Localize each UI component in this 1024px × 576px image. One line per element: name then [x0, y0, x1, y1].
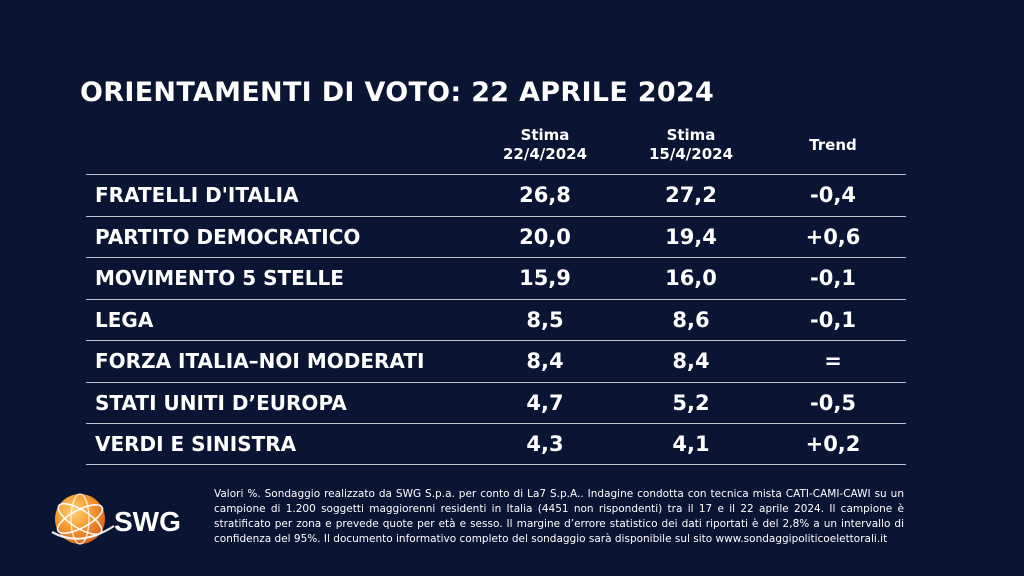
previous-value: 27,2: [665, 183, 717, 208]
current-value: 4,3: [526, 431, 564, 456]
trend-value: +0,6: [805, 224, 861, 249]
party-name: PARTITO DEMOCRATICO: [95, 224, 361, 249]
trend-value: -0,4: [810, 183, 856, 208]
column-header-current: Stima 22/4/2024: [480, 126, 610, 164]
party-name: VERDI E SINISTRA: [95, 431, 297, 456]
previous-value: 8,4: [672, 349, 710, 374]
party-name: MOVIMENTO 5 STELLE: [95, 266, 344, 291]
table-row: STATI UNITI D’EUROPA 4,7 5,2 -0,5: [86, 381, 906, 424]
current-value: 26,8: [519, 183, 571, 208]
current-value: 15,9: [519, 266, 571, 291]
previous-value: 8,6: [672, 307, 710, 332]
methodology-note: Valori %. Sondaggio realizzato da SWG S.…: [214, 488, 904, 545]
table-row: MOVIMENTO 5 STELLE 15,9 16,0 -0,1: [86, 257, 906, 299]
current-value: 8,5: [526, 307, 564, 332]
trend-value: -0,1: [810, 307, 856, 332]
column-header-current-label: Stima: [520, 126, 570, 144]
table-row: LEGA 8,5 8,6 -0,1: [86, 298, 906, 341]
previous-value: 5,2: [672, 390, 710, 415]
column-header-current-date: 22/4/2024: [502, 145, 588, 163]
current-value: 8,4: [526, 349, 564, 374]
table-row: PARTITO DEMOCRATICO 20,0 19,4 +0,6: [86, 215, 906, 258]
column-header-trend: Trend: [809, 136, 857, 154]
party-name: LEGA: [95, 307, 154, 332]
previous-value: 19,4: [665, 224, 717, 249]
swg-logo: SWG: [44, 488, 204, 548]
trend-value: -0,5: [810, 390, 856, 415]
table-row: VERDI E SINISTRA 4,3 4,1 +0,2: [86, 423, 906, 465]
current-value: 4,7: [526, 390, 564, 415]
party-name: FORZA ITALIA–NOI MODERATI: [95, 349, 425, 374]
column-header-previous-date: 15/4/2024: [648, 145, 734, 163]
column-header-previous-label: Stima: [666, 126, 716, 144]
trend-value: +0,2: [805, 431, 861, 456]
table-row: FRATELLI D'ITALIA 26,8 27,2 -0,4: [86, 174, 906, 216]
results-table: FRATELLI D'ITALIA 26,8 27,2 -0,4 PARTITO…: [86, 174, 906, 465]
globe-logo-icon: SWG: [51, 493, 181, 545]
current-value: 20,0: [519, 224, 571, 249]
column-header-previous: Stima 15/4/2024: [626, 126, 756, 164]
previous-value: 4,1: [672, 431, 710, 456]
previous-value: 16,0: [665, 266, 717, 291]
table-row: FORZA ITALIA–NOI MODERATI 8,4 8,4 =: [86, 340, 906, 382]
party-name: STATI UNITI D’EUROPA: [95, 390, 347, 415]
party-name: FRATELLI D'ITALIA: [95, 183, 299, 208]
trend-value: =: [824, 349, 842, 374]
page-title: ORIENTAMENTI DI VOTO: 22 APRILE 2024: [80, 77, 715, 108]
trend-value: -0,1: [810, 266, 856, 291]
logo-text: SWG: [114, 506, 181, 537]
